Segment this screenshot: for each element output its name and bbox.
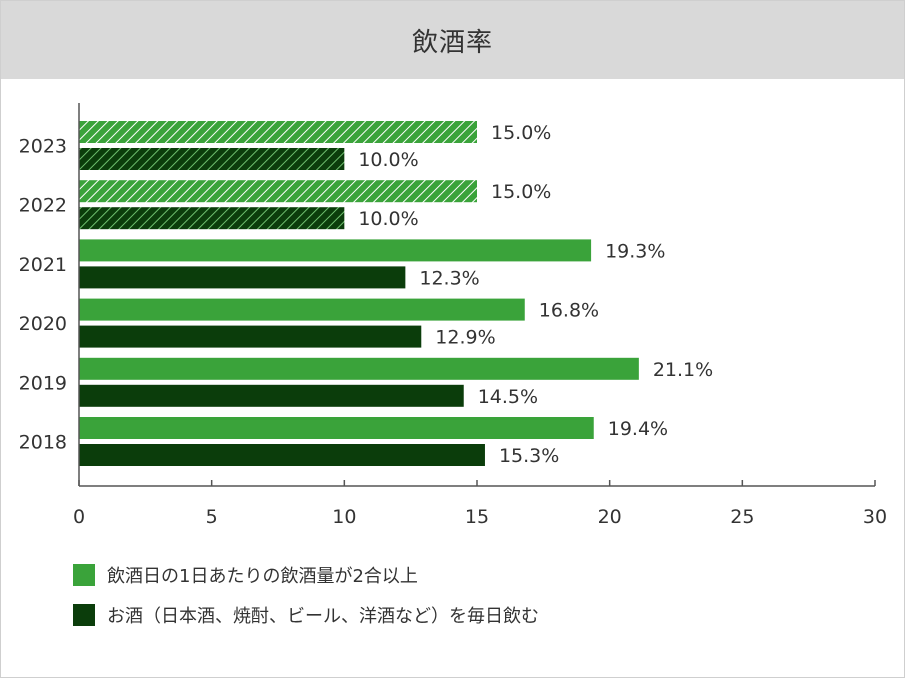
x-tick-label: 10 — [332, 506, 356, 528]
chart-title: 飲酒率 — [411, 27, 493, 58]
bar-daily-2018 — [79, 444, 485, 466]
bar-two-go-2022 — [79, 180, 477, 203]
legend-item-series-1: 飲酒日の1日あたりの飲酒量が2合以上 — [73, 564, 539, 587]
bar-daily-2020 — [79, 325, 422, 348]
x-tick-label: 20 — [598, 506, 622, 528]
x-tick-label: 30 — [863, 506, 887, 528]
legend-swatch-series-1 — [73, 564, 95, 586]
data-label: 19.4% — [608, 418, 668, 440]
x-tick-label: 15 — [465, 506, 489, 528]
data-label: 15.3% — [499, 445, 559, 467]
bar-daily-2022 — [79, 207, 345, 230]
legend-label-series-1: 飲酒日の1日あたりの飲酒量が2合以上 — [107, 566, 418, 587]
data-label: 15.0% — [491, 181, 551, 203]
data-label: 15.0% — [491, 122, 551, 144]
data-label: 16.8% — [539, 300, 599, 322]
bar-two-go-2020 — [79, 298, 525, 321]
bar-daily-2021 — [79, 266, 406, 289]
data-label: 19.3% — [605, 240, 665, 262]
y-tick-label: 2019 — [19, 372, 67, 394]
legend: 飲酒日の1日あたりの飲酒量が2合以上 お酒（日本酒、焼酎、ビール、洋酒など）を毎… — [73, 564, 539, 644]
bar-daily-2019 — [79, 384, 464, 407]
y-tick-label: 2022 — [19, 195, 67, 217]
x-tick-label: 0 — [73, 506, 85, 528]
bar-chart: 15.0% 10.0% 15.0% 10.0% 19.3% 12.3% 16.8% 12.9%… — [19, 103, 887, 528]
y-tick-label: 2020 — [19, 313, 67, 335]
x-tick-label: 25 — [730, 506, 754, 528]
legend-swatch-series-2 — [73, 604, 95, 626]
y-tick-label: 2018 — [19, 432, 67, 454]
bar-two-go-2018 — [79, 417, 594, 439]
y-tick-label: 2021 — [19, 254, 67, 276]
bar-daily-2023 — [79, 148, 345, 170]
data-label: 10.0% — [358, 149, 418, 171]
x-tick-label: 5 — [206, 506, 218, 528]
data-label: 14.5% — [478, 386, 538, 408]
bar-two-go-2023 — [79, 121, 477, 143]
data-label: 21.1% — [653, 359, 713, 381]
bar-two-go-2019 — [79, 357, 639, 380]
title-bar: 飲酒率 — [1, 1, 904, 79]
data-label: 12.3% — [419, 267, 479, 289]
data-label: 12.9% — [435, 327, 495, 349]
legend-item-series-2: お酒（日本酒、焼酎、ビール、洋酒など）を毎日飲む — [73, 604, 539, 627]
y-tick-label: 2023 — [19, 136, 67, 158]
legend-label-series-2: お酒（日本酒、焼酎、ビール、洋酒など）を毎日飲む — [107, 606, 539, 627]
bar-two-go-2021 — [79, 239, 592, 262]
data-label: 10.0% — [358, 208, 418, 230]
